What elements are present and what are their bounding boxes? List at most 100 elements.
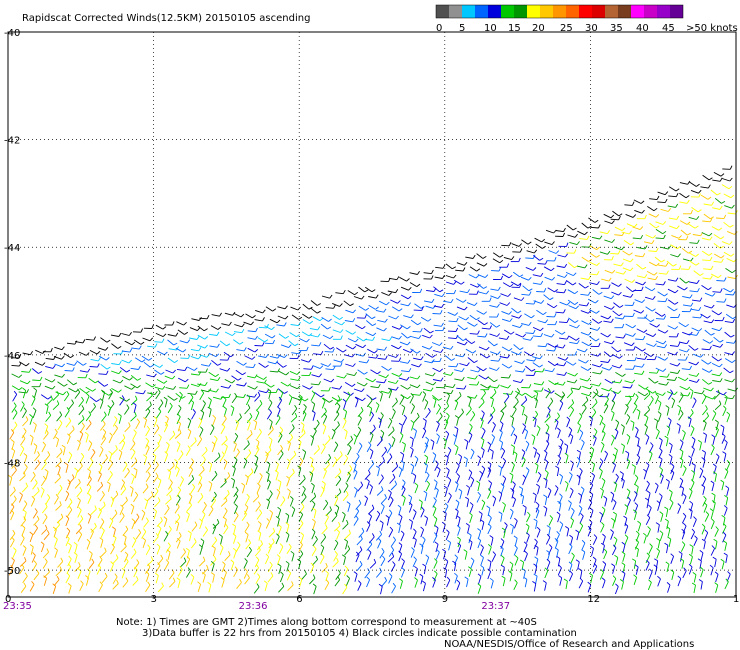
wind-barb (211, 474, 218, 482)
wind-barb (488, 463, 492, 472)
wind-barb (469, 504, 474, 513)
wind-barb (174, 461, 179, 470)
wind-barb (267, 546, 272, 554)
wind-barb-flag (618, 291, 622, 296)
wind-barb (659, 440, 663, 449)
wind-barb-flag (454, 312, 459, 316)
wind-barb (19, 567, 25, 575)
wind-barb (582, 551, 586, 560)
wind-barb (380, 586, 383, 595)
wind-barb (611, 346, 618, 353)
wind-barb (710, 548, 716, 556)
wind-barb (377, 468, 380, 477)
wind-barb-flag (343, 374, 347, 379)
wind-barb (400, 384, 408, 390)
wind-barb-flag (398, 345, 402, 350)
wind-barb-flag (221, 423, 226, 428)
wind-barb (277, 315, 286, 320)
wind-barb-flag (349, 465, 353, 470)
wind-barb-flag (711, 304, 715, 309)
wind-barb (153, 490, 159, 499)
wind-barb-flag (618, 215, 621, 221)
wind-barb-flag (202, 400, 206, 404)
wind-barb (580, 293, 589, 296)
wind-barb-flag (98, 357, 101, 362)
wind-barb (403, 315, 412, 319)
wind-barb (107, 463, 113, 471)
wind-barb-flag (410, 314, 414, 319)
wind-barb (689, 242, 698, 244)
wind-barb-flag (44, 503, 48, 507)
wind-barb-flag (553, 347, 557, 352)
wind-barb-flag (513, 535, 518, 539)
wind-barb-flag (476, 381, 480, 386)
wind-barb-flag (521, 392, 526, 396)
wind-barb-flag (688, 455, 692, 459)
wind-barb (98, 373, 107, 375)
wind-barb (300, 496, 307, 504)
wind-barb (40, 394, 49, 400)
wind-barb-flag (118, 389, 122, 393)
wind-barb (310, 393, 316, 402)
wind-barb (598, 461, 604, 469)
wind-barb (645, 332, 654, 338)
wind-barb-flag (611, 306, 615, 310)
wind-barb-flag (681, 528, 686, 533)
wind-barb-flag (282, 365, 287, 368)
wind-barb (565, 271, 574, 277)
wind-barb (445, 275, 454, 279)
wind-barb (111, 513, 118, 520)
wind-barb-flag (13, 495, 17, 500)
wind-barb-flag (172, 430, 176, 435)
wind-barb-flag (719, 343, 724, 348)
wind-barb-flag (497, 351, 501, 355)
wind-barb (713, 502, 716, 511)
wind-barb-flag (163, 396, 168, 400)
wind-barb-flag (366, 359, 370, 364)
wind-barb (220, 500, 228, 507)
wind-barb-flag (581, 439, 585, 443)
wind-barb (57, 422, 63, 431)
wind-barb (681, 531, 686, 540)
wind-barb (711, 362, 720, 368)
wind-barb (645, 234, 654, 239)
wind-barb-flag (382, 555, 386, 560)
wind-barb-flag (544, 567, 549, 571)
wind-barb-flag (454, 444, 459, 448)
wind-barb-flag (70, 355, 75, 358)
wind-barb (420, 509, 425, 518)
wind-barb (269, 512, 274, 521)
wind-barb (74, 565, 81, 572)
wind-barb (286, 461, 291, 470)
wind-barb (625, 417, 631, 425)
wind-barb-flag (432, 505, 437, 509)
wind-barb-flag (670, 553, 674, 557)
legend-swatch (618, 5, 631, 18)
wind-barb-flag (412, 473, 417, 477)
wind-barb-flag (522, 333, 527, 338)
wind-barb-flag (525, 440, 530, 445)
wind-barb-flag (522, 368, 526, 373)
legend-swatch (436, 5, 449, 18)
wind-barb-flag (219, 312, 222, 317)
wind-barb (197, 383, 206, 387)
wind-barb (403, 444, 406, 453)
wind-barb-flag (489, 535, 494, 539)
wind-barb-flag (392, 473, 396, 478)
wind-barb-flag (512, 481, 516, 485)
wind-barb-flag (482, 427, 486, 432)
wind-barb-flag (496, 303, 500, 308)
wind-barb-flag (287, 383, 292, 387)
wind-barb (389, 499, 394, 508)
wind-barb (692, 234, 701, 237)
wind-barb (65, 518, 70, 527)
wind-barb-flag (185, 378, 189, 383)
wind-barb (398, 507, 402, 516)
wind-barb (626, 223, 635, 228)
wind-barb-flag (323, 413, 328, 417)
wind-barb (278, 370, 287, 376)
wind-barb (536, 529, 541, 538)
wind-barb (513, 344, 521, 351)
wind-barb (388, 390, 393, 399)
wind-barb (154, 386, 163, 390)
